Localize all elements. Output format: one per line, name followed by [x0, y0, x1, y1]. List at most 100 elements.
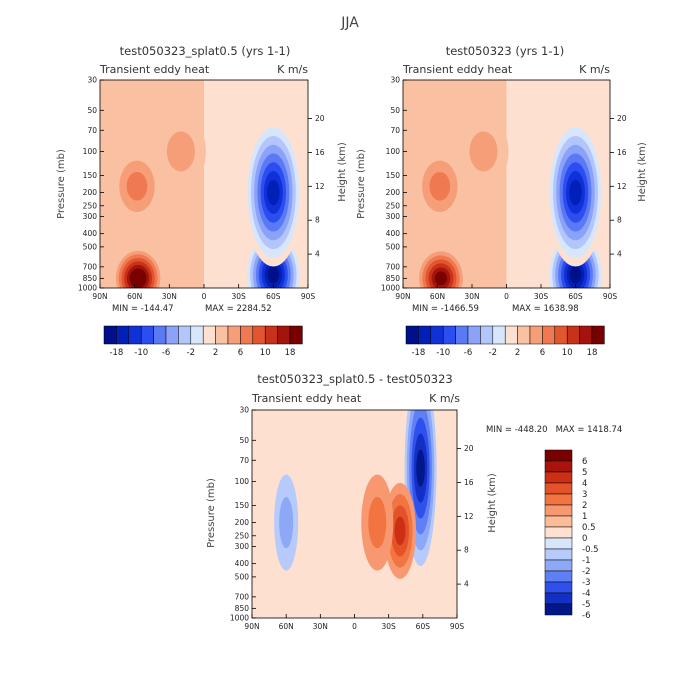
- panel-title: test050323 (yrs 1-1): [446, 44, 565, 58]
- x-tick-label: 90N: [395, 292, 410, 301]
- x-tick-label: 30N: [313, 622, 328, 631]
- x-tick-label: 90S: [301, 292, 316, 301]
- x-tick-label: 60N: [127, 292, 142, 301]
- colorbar-label: -3: [582, 578, 590, 588]
- contour-band: [434, 271, 448, 286]
- colorbar-swatch: [517, 325, 531, 345]
- height-tick-label: 12: [464, 512, 474, 521]
- colorbar-label: -10: [134, 348, 148, 358]
- height-tick-label: 12: [315, 182, 325, 191]
- minmax-label: MIN = -448.20 MAX = 1418.74: [486, 425, 622, 435]
- y-tick-label: 30: [239, 406, 249, 415]
- colorbar-label: -6: [162, 348, 170, 358]
- colorbar-label: 0: [582, 534, 587, 544]
- colorbar-swatch: [544, 559, 573, 572]
- y-tick-label: 400: [386, 229, 401, 238]
- y-axis-label: Pressure (mb): [356, 149, 367, 219]
- y-tick-label: 500: [386, 242, 401, 251]
- x-tick-label: 0: [202, 292, 207, 301]
- y-tick-label: 700: [83, 262, 98, 271]
- colorbar-swatch: [544, 548, 573, 561]
- max-label: MAX = 1638.98: [512, 304, 579, 314]
- colorbar-swatch: [165, 325, 179, 345]
- x-tick-label: 60N: [279, 622, 294, 631]
- height-tick-label: 20: [315, 114, 325, 123]
- x-tick-label: 30N: [162, 292, 177, 301]
- colorbar-label: -5: [582, 600, 590, 610]
- x-tick-label: 60S: [416, 622, 431, 631]
- colorbar-label: -0.5: [582, 545, 599, 555]
- panel-top-left: test050323_splat0.5 (yrs 1-1) Transient …: [56, 44, 348, 358]
- height-tick-label: 4: [464, 580, 469, 589]
- colorbar-label: 2: [213, 348, 218, 358]
- colorbar-label: 18: [587, 348, 598, 358]
- y-tick-label: 300: [83, 212, 98, 221]
- colorbar-swatch: [544, 570, 573, 583]
- height-tick-label: 4: [617, 250, 622, 259]
- panel-units: K m/s: [579, 63, 610, 76]
- y-tick-label: 250: [386, 201, 401, 210]
- colorbar-swatch: [544, 504, 573, 517]
- colorbar-swatch: [467, 325, 481, 345]
- colorbar-swatch: [289, 325, 303, 345]
- contour-band: [569, 179, 582, 206]
- y-tick-label: 850: [83, 274, 98, 283]
- colorbar-swatch: [103, 325, 117, 345]
- x-tick-label: 90N: [244, 622, 259, 631]
- colorbar-swatch: [442, 325, 456, 345]
- colorbar-label: -6: [582, 611, 590, 621]
- contour-band: [132, 271, 144, 285]
- contour-band: [569, 266, 582, 284]
- x-tick-label: 90S: [603, 292, 618, 301]
- y-tick-label: 70: [87, 126, 97, 135]
- min-label: MIN = -144.47: [112, 304, 174, 314]
- colorbar-swatch: [430, 325, 444, 345]
- colorbar-label: -6: [464, 348, 472, 358]
- x-tick-label: 60N: [430, 292, 445, 301]
- y-tick-label: 1000: [78, 284, 97, 293]
- y-tick-label: 50: [87, 106, 97, 115]
- colorbar-label: 6: [540, 348, 545, 358]
- contour-band: [267, 266, 280, 284]
- latitude-axis: 90N 60N 30N 0 30S 60S 90S: [92, 284, 315, 301]
- colorbar-label: 1: [582, 512, 587, 522]
- colorbar-swatch: [554, 325, 568, 345]
- contour-fill: [100, 80, 308, 288]
- contour-band: [267, 179, 280, 206]
- colorbar-label: 3: [582, 490, 587, 500]
- panel-title: test050323_splat0.5 (yrs 1-1): [120, 44, 291, 58]
- x-tick-label: 90N: [92, 292, 107, 301]
- y-tick-label: 250: [235, 531, 250, 540]
- y-tick-label: 100: [83, 147, 98, 156]
- panel-variable: Transient eddy heat: [251, 392, 362, 405]
- y-tick-label: 30: [87, 76, 97, 85]
- colorbar-label: 10: [260, 348, 271, 358]
- x-tick-label: 30S: [534, 292, 549, 301]
- y-tick-label: 70: [390, 126, 400, 135]
- min-label: MIN = -1466.59: [412, 304, 479, 314]
- colorbar-swatch: [153, 325, 167, 345]
- colorbar-swatch: [544, 515, 573, 528]
- x-tick-label: 30N: [464, 292, 479, 301]
- height-tick-label: 12: [617, 182, 627, 191]
- colorbar-swatch: [252, 325, 266, 345]
- colorbar-swatch: [544, 482, 573, 495]
- plot-field: [252, 410, 457, 618]
- colorbar-swatch: [492, 325, 506, 345]
- contour-fill: [403, 80, 610, 288]
- y-tick-label: 150: [386, 171, 401, 180]
- colorbar-swatch: [128, 325, 142, 345]
- x-tick-label: 0: [504, 292, 509, 301]
- y-tick-label: 1000: [381, 284, 400, 293]
- height-tick-label: 16: [464, 478, 474, 487]
- x-tick-label: 90S: [450, 622, 465, 631]
- colorbar-swatch: [264, 325, 278, 345]
- y-tick-label: 100: [235, 477, 250, 486]
- contour-band: [166, 131, 195, 172]
- y-tick-label: 100: [386, 147, 401, 156]
